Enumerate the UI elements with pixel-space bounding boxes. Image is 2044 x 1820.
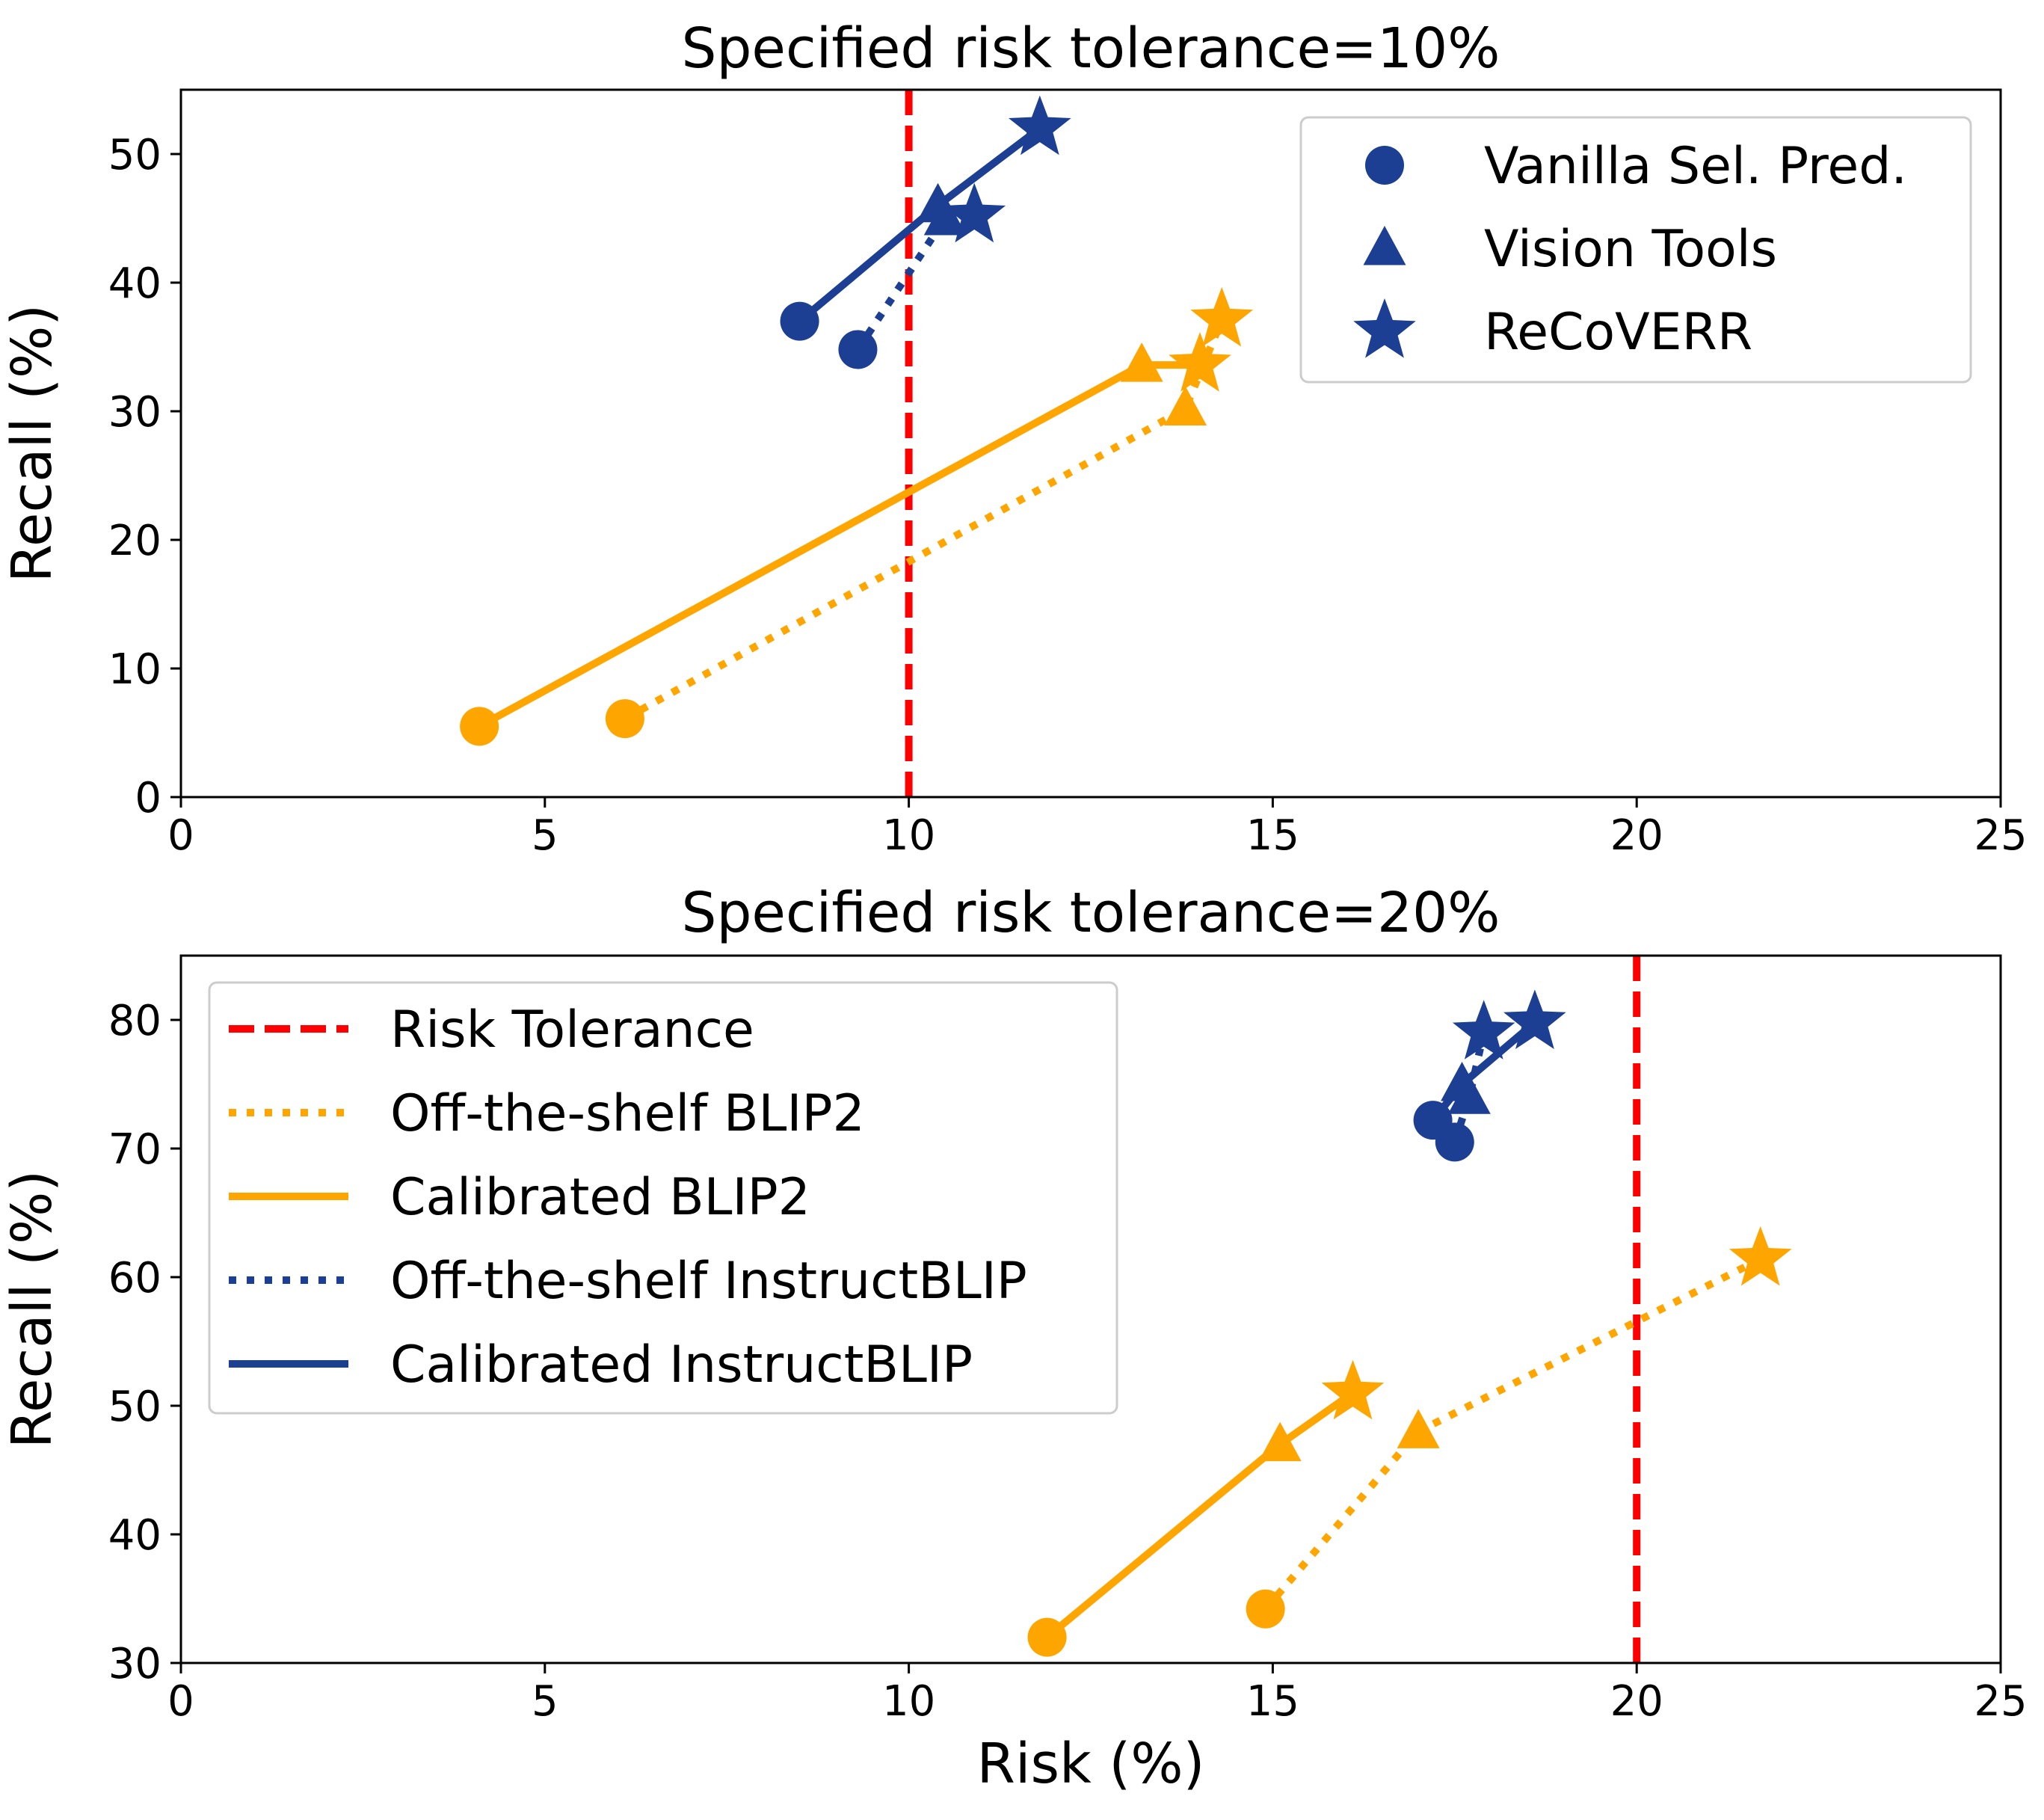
legend-bottom: Risk Tolerance Off-the-shelf BLIP2 Calibra… <box>208 981 1118 1415</box>
y-tick-label: 50 <box>108 131 161 179</box>
y-tick-label: 30 <box>108 388 161 437</box>
x-tick-label: 15 <box>1246 811 1299 860</box>
x-tick-label: 10 <box>882 1677 935 1726</box>
legend-label: Vanilla Sel. Pred. <box>1484 137 1907 196</box>
legend-label: Risk Tolerance <box>390 1000 754 1060</box>
legend-label: Off-the-shelf InstructBLIP <box>390 1252 1027 1311</box>
y-tick-label: 80 <box>108 997 161 1045</box>
legend-top: Vanilla Sel. Pred. Vision Tools ReCoVERR <box>1299 116 1972 384</box>
data-point-circle <box>605 699 644 739</box>
legend-label: Vision Tools <box>1484 220 1777 279</box>
x-tick-label: 0 <box>167 1677 194 1726</box>
data-point-triangle <box>1441 1062 1484 1101</box>
x-tick-label: 5 <box>532 1677 558 1726</box>
data-point-star <box>1169 332 1231 392</box>
data-point-star <box>1190 286 1254 347</box>
x-axis-label: Risk (%) <box>977 1732 1205 1796</box>
x-tick-label: 20 <box>1610 811 1663 860</box>
data-point-triangle <box>1258 1421 1302 1462</box>
data-point-triangle <box>1120 342 1163 382</box>
series-line-calibrated-instructblip <box>797 125 1042 325</box>
data-point-triangle <box>1397 1409 1440 1448</box>
legend-label: Calibrated InstructBLIP <box>390 1335 973 1395</box>
legend-marker-triangle <box>1363 226 1406 265</box>
data-point-star <box>1009 95 1071 156</box>
series-line-off-the-shelf-blip2 <box>623 319 1225 722</box>
data-point-circle <box>838 330 878 369</box>
data-point-star <box>1729 1226 1792 1286</box>
data-point-triangle <box>1164 386 1207 426</box>
data-point-circle <box>1027 1617 1067 1657</box>
series-line-off-the-shelf-blip2 <box>1262 1255 1762 1612</box>
y-tick-label: 40 <box>108 259 161 308</box>
legend-label: ReCoVERR <box>1484 303 1752 362</box>
legend-marker-star <box>1353 298 1416 358</box>
data-point-circle <box>780 301 819 341</box>
data-point-star <box>943 182 1006 243</box>
panel-top: Specified risk tolerance=10% 0 5 10 15 20 25 0 1… <box>0 16 2028 860</box>
y-axis-label: Recall (%) <box>0 1170 64 1448</box>
data-point-star <box>1503 989 1566 1049</box>
plot-frame <box>179 954 2002 1664</box>
legend-label: Calibrated BLIP2 <box>390 1168 810 1227</box>
x-tick-label: 15 <box>1246 1677 1299 1726</box>
y-tick-label: 40 <box>108 1511 161 1560</box>
y-tick-label: 60 <box>108 1254 161 1303</box>
y-tick-label: 50 <box>108 1383 161 1431</box>
data-point-circle <box>460 707 499 746</box>
series-line-calibrated-blip2 <box>477 361 1200 730</box>
series-line-off-the-shelf-instructblip <box>1451 1032 1488 1143</box>
y-tick-label: 30 <box>108 1640 161 1688</box>
series-line-calibrated-blip2 <box>1044 1389 1355 1641</box>
y-tick-label: 10 <box>108 645 161 694</box>
data-point-circle <box>1246 1589 1285 1629</box>
legend-label: Off-the-shelf BLIP2 <box>390 1084 865 1143</box>
legend-box <box>1299 116 1972 384</box>
plot-frame <box>179 88 2002 799</box>
x-tick-label: 25 <box>1974 1677 2027 1726</box>
data-point-star <box>1321 1359 1385 1420</box>
y-tick-label: 70 <box>108 1125 161 1174</box>
data-point-star <box>1452 1000 1515 1060</box>
y-axis-label: Recall (%) <box>0 304 64 582</box>
x-tick-label: 10 <box>882 811 935 860</box>
x-tick-label: 25 <box>1974 811 2027 860</box>
y-tick-label: 20 <box>108 517 161 565</box>
chart-title: Specified risk tolerance=10% <box>681 16 1500 81</box>
legend-marker-circle <box>1365 146 1404 185</box>
x-tick-label: 0 <box>167 811 194 860</box>
x-tick-label: 5 <box>532 811 558 860</box>
legend-box <box>208 981 1118 1415</box>
panel-bottom: Specified risk tolerance=20% 0 5 10 15 20 25 30… <box>0 881 2028 1796</box>
y-tick-label: 0 <box>135 774 161 823</box>
data-point-triangle <box>917 182 960 223</box>
data-point-circle <box>1413 1101 1453 1140</box>
chart-title: Specified risk tolerance=20% <box>681 881 1500 945</box>
x-tick-label: 20 <box>1610 1677 1663 1726</box>
